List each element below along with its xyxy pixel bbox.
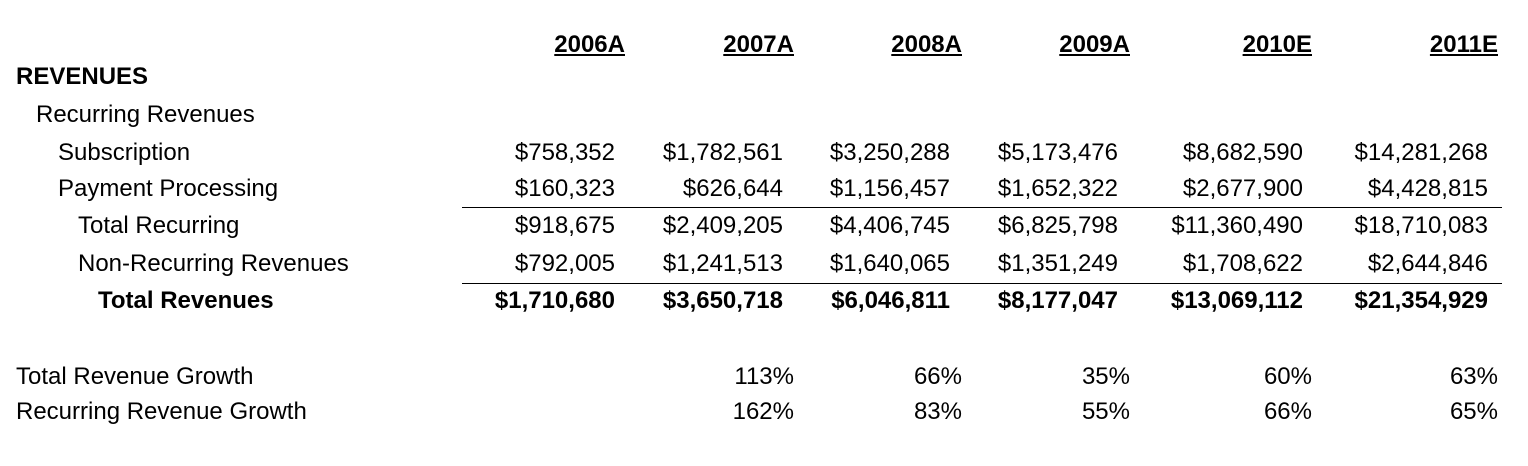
row-label: Recurring Revenues bbox=[36, 101, 255, 128]
row-label: Subscription bbox=[58, 139, 191, 166]
cell-value: $5,173,476 bbox=[997, 139, 1118, 166]
growth-value: 66% bbox=[1263, 398, 1312, 425]
growth-value: 63% bbox=[1449, 363, 1498, 390]
cell-value: $160,323 bbox=[514, 175, 615, 202]
cell-value: $3,650,718 bbox=[662, 287, 783, 314]
cell-value: $626,644 bbox=[682, 175, 783, 202]
cell-value: $1,708,622 bbox=[1182, 250, 1303, 277]
row-label: Payment Processing bbox=[58, 175, 279, 202]
cell-value: $918,675 bbox=[514, 212, 615, 239]
column-header: 2011E bbox=[1429, 31, 1498, 58]
row-label: REVENUES bbox=[16, 63, 149, 90]
cell-value: $1,652,322 bbox=[997, 175, 1118, 202]
growth-value: 83% bbox=[913, 398, 962, 425]
growth-label: Total Revenue Growth bbox=[16, 363, 254, 390]
cell-value: $1,351,249 bbox=[997, 250, 1118, 277]
cell-value: $11,360,490 bbox=[1171, 212, 1303, 239]
cell-value: $2,644,846 bbox=[1367, 250, 1488, 277]
cell-value: $758,352 bbox=[514, 139, 615, 166]
row-label: Total Revenues bbox=[98, 287, 274, 314]
cell-value: $1,640,065 bbox=[829, 250, 950, 277]
cell-value: $1,782,561 bbox=[662, 139, 783, 166]
column-header: 2007A bbox=[723, 31, 794, 58]
column-header: 2009A bbox=[1059, 31, 1130, 58]
growth-value: 65% bbox=[1449, 398, 1498, 425]
total-rule bbox=[462, 283, 1502, 284]
cell-value: $8,682,590 bbox=[1182, 139, 1303, 166]
cell-value: $792,005 bbox=[514, 250, 615, 277]
cell-value: $21,354,929 bbox=[1354, 287, 1488, 314]
growth-value: 55% bbox=[1081, 398, 1130, 425]
cell-value: $6,825,798 bbox=[997, 212, 1118, 239]
column-header: 2006A bbox=[554, 31, 625, 58]
cell-value: $4,428,815 bbox=[1367, 175, 1488, 202]
cell-value: $3,250,288 bbox=[829, 139, 950, 166]
growth-value: 66% bbox=[913, 363, 962, 390]
cell-value: $1,156,457 bbox=[829, 175, 950, 202]
cell-value: $13,069,112 bbox=[1170, 287, 1303, 314]
growth-value: 60% bbox=[1263, 363, 1312, 390]
cell-value: $14,281,268 bbox=[1354, 139, 1488, 166]
cell-value: $1,710,680 bbox=[494, 287, 615, 314]
column-header: 2010E bbox=[1242, 31, 1312, 58]
cell-value: $18,710,083 bbox=[1354, 212, 1488, 239]
cell-value: $1,241,513 bbox=[662, 250, 783, 277]
row-label: Non-Recurring Revenues bbox=[78, 250, 349, 277]
cell-value: $2,409,205 bbox=[662, 212, 783, 239]
growth-value: 35% bbox=[1081, 363, 1130, 390]
cell-value: $2,677,900 bbox=[1182, 175, 1303, 202]
cell-value: $6,046,811 bbox=[831, 287, 950, 314]
growth-label: Recurring Revenue Growth bbox=[16, 398, 307, 425]
column-header: 2008A bbox=[891, 31, 962, 58]
growth-value: 162% bbox=[732, 398, 794, 425]
row-label: Total Recurring bbox=[78, 212, 240, 239]
cell-value: $8,177,047 bbox=[997, 287, 1118, 314]
growth-value: 113% bbox=[734, 363, 794, 390]
cell-value: $4,406,745 bbox=[829, 212, 950, 239]
subtotal-rule bbox=[462, 207, 1502, 208]
